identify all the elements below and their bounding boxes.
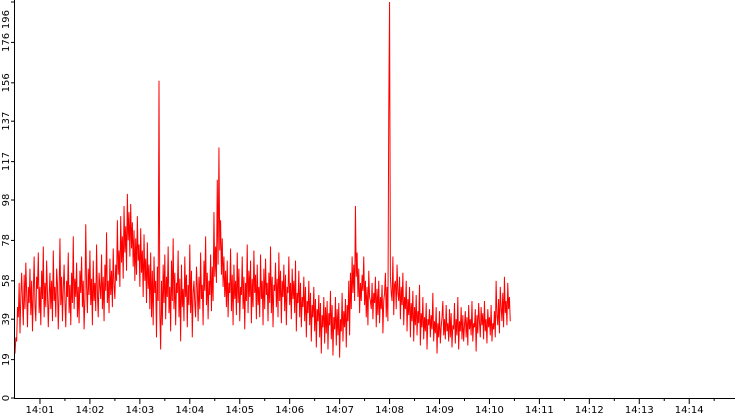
x-tick-label: 14:10	[475, 405, 504, 415]
y-tick-label: 156	[1, 73, 12, 92]
x-tick-label: 14:06	[275, 405, 304, 415]
x-tick-layer: 14:01 14:02 14:03 14:04 14:05 14:06 14:07 14:08…	[26, 398, 715, 415]
y-tick-label: 137	[1, 112, 12, 131]
x-tick-label: 14:11	[525, 405, 554, 415]
y-tick-label: 39	[1, 313, 12, 326]
y-tick-label: 58	[1, 274, 12, 287]
y-tick-label: 78	[1, 234, 12, 247]
x-tick-label: 14:01	[26, 405, 55, 415]
x-tick-label: 14:04	[175, 405, 204, 415]
x-tick-label: 14:08	[375, 405, 404, 415]
y-tick-label: 176	[1, 33, 12, 52]
x-tick-label: 14:09	[425, 405, 454, 415]
y-tick-label: 0	[1, 395, 12, 401]
series-layer	[14, 1, 511, 358]
x-tick-label: 14:02	[75, 405, 104, 415]
y-tick-label: 19	[1, 353, 12, 366]
y-tick-label: 98	[1, 194, 12, 207]
x-tick-label: 14:03	[125, 405, 154, 415]
series-line-0	[14, 1, 511, 358]
y-tick-label: 117	[1, 152, 12, 171]
y-tick-layer: 0 19 39 58 78 98 117 137 156 176 196	[1, 1, 15, 401]
x-tick-label: 14:12	[575, 405, 604, 415]
y-tick-label: 196	[1, 10, 12, 29]
x-tick-label: 14:05	[225, 405, 254, 415]
x-tick-label: 14:14	[675, 405, 704, 415]
x-tick-label: 14:07	[325, 405, 354, 415]
x-tick-label: 14:13	[625, 405, 654, 415]
